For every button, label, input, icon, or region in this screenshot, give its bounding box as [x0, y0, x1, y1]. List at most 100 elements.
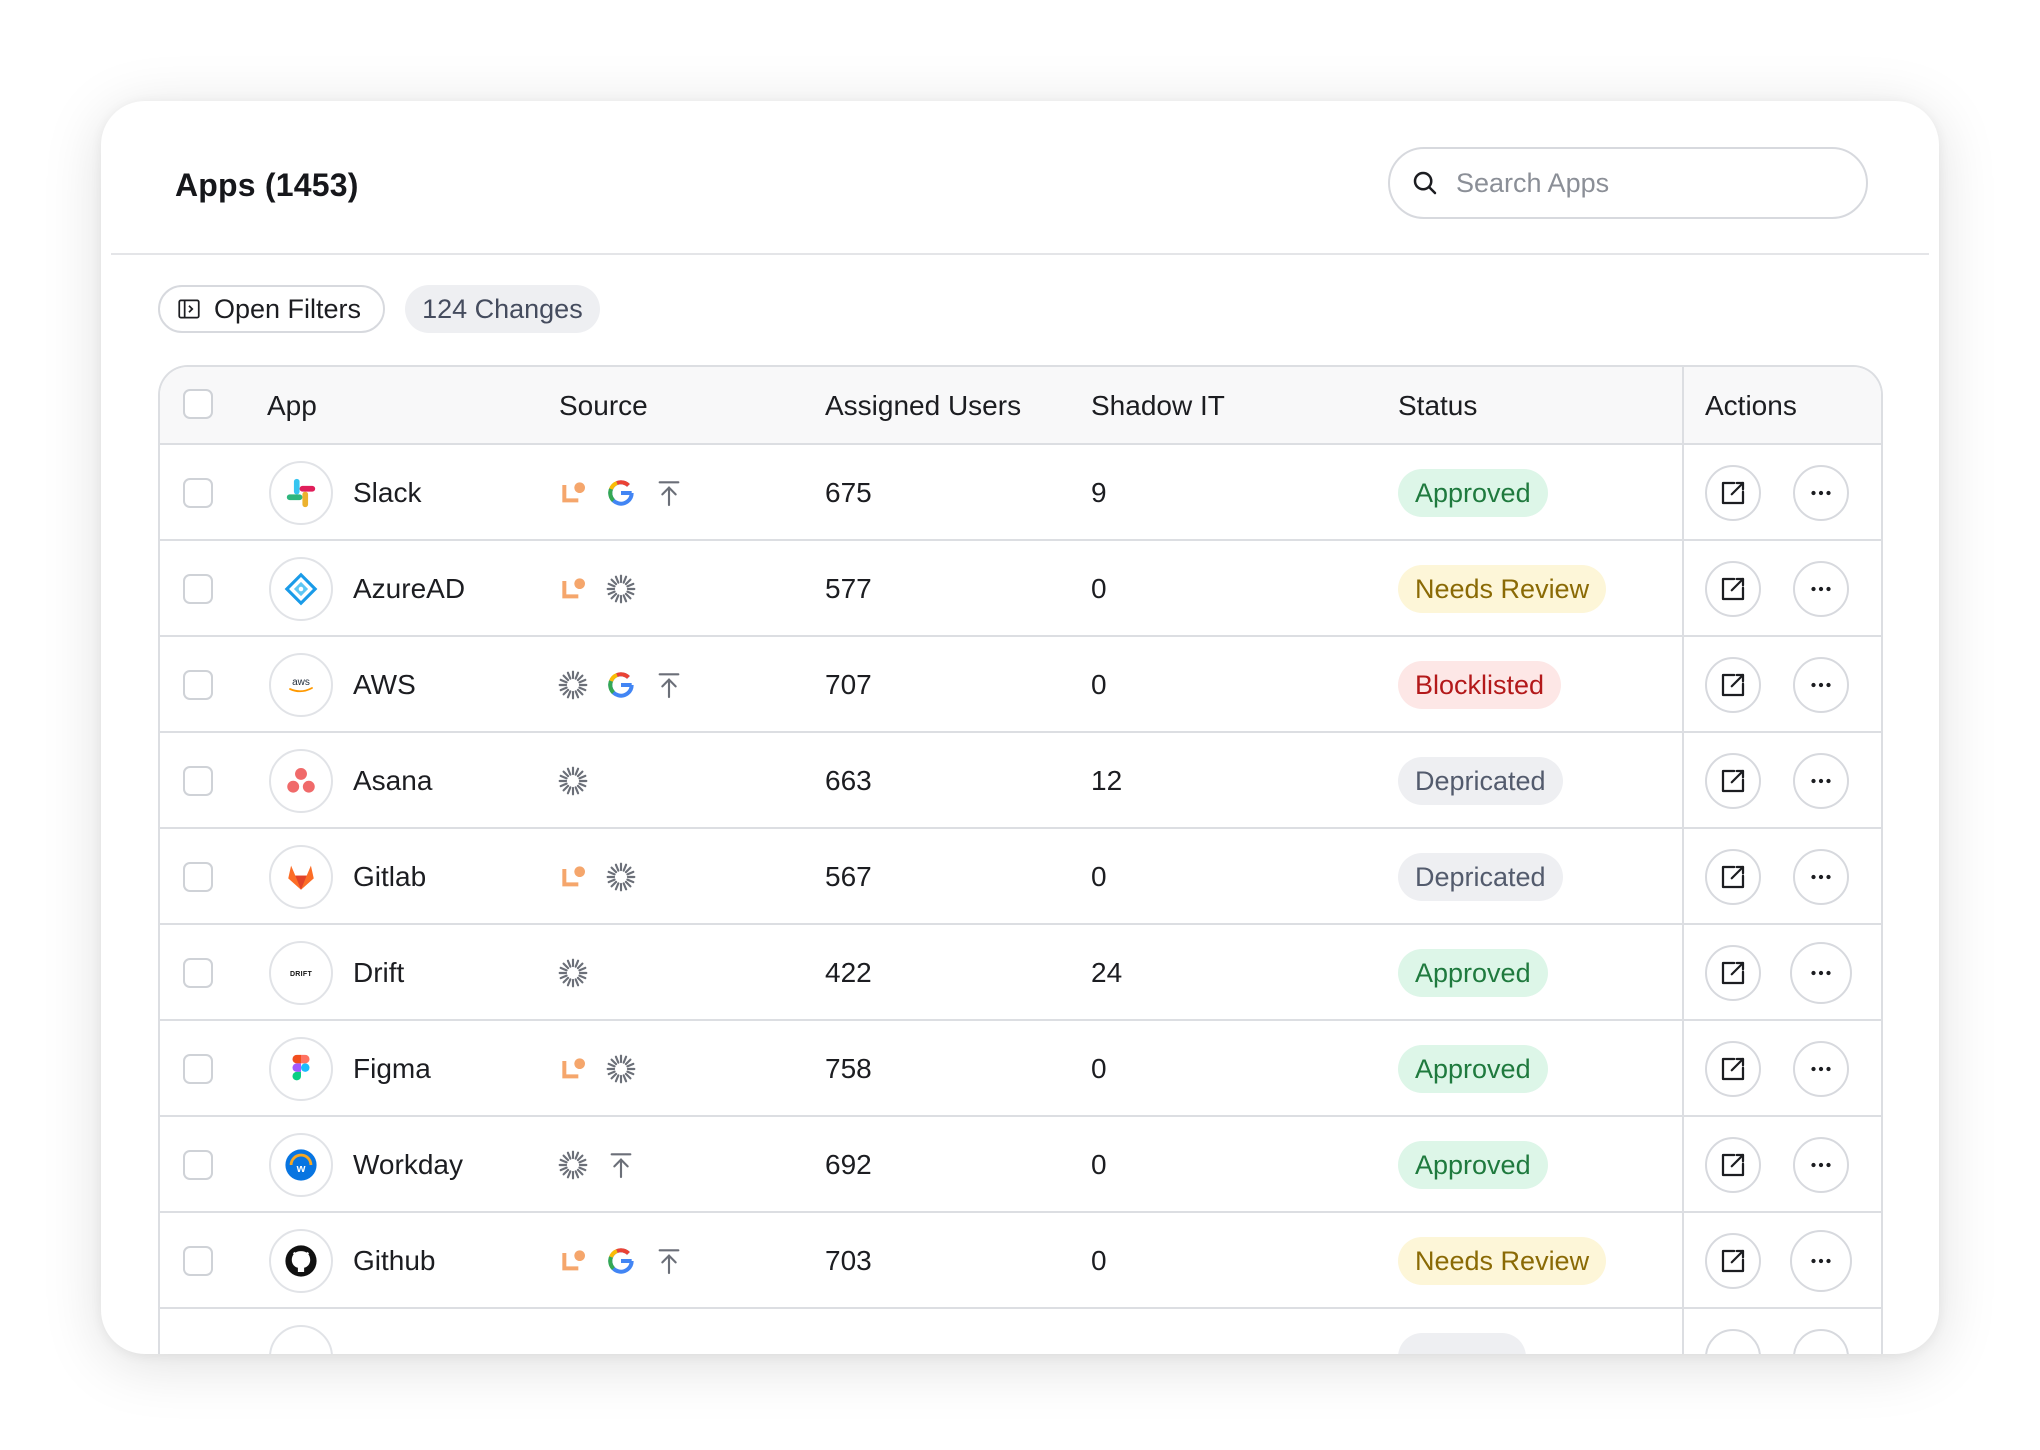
app-name[interactable]: Github	[353, 1245, 436, 1276]
app-name[interactable]: Figma	[353, 1053, 431, 1084]
upload-icon	[605, 1149, 637, 1181]
app-name[interactable]: AWS	[353, 669, 416, 700]
table-row[interactable]: AzureAD 577 0 Needs Review	[160, 541, 1881, 637]
app-name[interactable]: Workday	[353, 1149, 463, 1180]
more-icon	[1806, 1150, 1836, 1180]
app-name[interactable]: AzureAD	[353, 573, 466, 604]
status-badge: Depricated	[1398, 853, 1563, 901]
app-name[interactable]: Asana	[353, 765, 433, 796]
status-badge: Blocklisted	[1398, 661, 1562, 709]
table-row[interactable]: w Workday 692 0 Approved	[160, 1117, 1881, 1213]
row-checkbox[interactable]	[183, 958, 213, 988]
row-checkbox[interactable]	[183, 670, 213, 700]
table-row-partial	[160, 1309, 1881, 1354]
lumos-icon	[557, 1053, 589, 1085]
azuread-logo	[269, 557, 333, 621]
more-actions-button[interactable]	[1793, 561, 1849, 617]
table-row[interactable]: Github 703 0 Needs Review	[160, 1213, 1881, 1309]
more-actions-button[interactable]	[1790, 942, 1852, 1004]
row-checkbox[interactable]	[183, 478, 213, 508]
external-link-icon	[1718, 574, 1748, 604]
google-icon	[605, 669, 637, 701]
column-header-assigned-users[interactable]: Assigned Users	[825, 390, 1022, 421]
row-checkbox[interactable]	[183, 1150, 213, 1180]
assigned-users-value: 675	[825, 477, 872, 508]
search-input[interactable]	[1456, 167, 1836, 199]
changes-chip[interactable]: 124 Changes	[405, 285, 600, 333]
svg-text:aws: aws	[292, 677, 310, 688]
card-header: Apps (1453)	[111, 101, 1929, 255]
column-header-status[interactable]: Status	[1398, 390, 1478, 421]
source-icons	[557, 637, 685, 733]
assigned-users-value: 422	[825, 957, 872, 988]
more-actions-button[interactable]	[1793, 465, 1849, 521]
shadow-it-value: 9	[1091, 477, 1107, 508]
table-row[interactable]: Gitlab 567 0 Depricated	[160, 829, 1881, 925]
open-app-button[interactable]	[1705, 753, 1761, 809]
more-actions-button[interactable]	[1793, 657, 1849, 713]
google-icon	[605, 477, 637, 509]
column-header-source[interactable]: Source	[559, 390, 648, 421]
open-app-button[interactable]	[1705, 1233, 1761, 1289]
open-app-button[interactable]	[1705, 561, 1761, 617]
column-header-app[interactable]: App	[267, 390, 317, 421]
source-icons	[557, 733, 589, 829]
shadow-it-value: 0	[1091, 1245, 1107, 1276]
table-row[interactable]: aws AWS 707 0 Blocklisted	[160, 637, 1881, 733]
open-app-button[interactable]	[1705, 1329, 1761, 1354]
external-link-icon	[1718, 1246, 1748, 1276]
open-app-button[interactable]	[1705, 1137, 1761, 1193]
assigned-users-value: 703	[825, 1245, 872, 1276]
shadow-it-value: 24	[1091, 957, 1123, 988]
app-name[interactable]: Slack	[353, 477, 422, 508]
row-checkbox[interactable]	[183, 862, 213, 892]
table-row[interactable]: Figma 758 0 Approved	[160, 1021, 1881, 1117]
open-filters-button[interactable]: Open Filters	[158, 285, 386, 333]
shadow-it-value: 12	[1091, 765, 1123, 796]
assigned-users-value: 567	[825, 861, 872, 892]
open-filters-label: Open Filters	[214, 293, 362, 324]
more-actions-button[interactable]	[1793, 1137, 1849, 1193]
app-name[interactable]: Gitlab	[353, 861, 427, 892]
upload-icon	[653, 669, 685, 701]
gitlab-logo	[269, 845, 333, 909]
select-all-checkbox[interactable]	[183, 389, 213, 419]
workday-logo: w	[269, 1133, 333, 1197]
more-actions-button[interactable]	[1793, 1041, 1849, 1097]
source-icons	[557, 1021, 637, 1117]
more-actions-button[interactable]	[1793, 1329, 1849, 1354]
open-app-button[interactable]	[1705, 945, 1761, 1001]
source-icons	[557, 1213, 685, 1309]
upload-icon	[653, 1245, 685, 1277]
column-header-shadow-it[interactable]: Shadow IT	[1091, 390, 1225, 421]
table-row[interactable]: Slack 675 9 Approved	[160, 445, 1881, 541]
table-row[interactable]: DRIFT Drift 422 24 Approved	[160, 925, 1881, 1021]
search-box[interactable]	[1388, 147, 1868, 219]
open-app-button[interactable]	[1705, 465, 1761, 521]
table-row[interactable]: Asana 663 12 Depricated	[160, 733, 1881, 829]
open-app-button[interactable]	[1705, 657, 1761, 713]
more-actions-button[interactable]	[1793, 849, 1849, 905]
shadow-it-value: 0	[1091, 573, 1107, 604]
more-actions-button[interactable]	[1793, 753, 1849, 809]
row-checkbox[interactable]	[183, 1054, 213, 1084]
row-checkbox[interactable]	[183, 574, 213, 604]
status-badge: Approved	[1398, 1141, 1548, 1189]
row-checkbox[interactable]	[183, 766, 213, 796]
open-app-button[interactable]	[1705, 1041, 1761, 1097]
slack-logo	[269, 461, 333, 525]
external-link-icon	[1718, 766, 1748, 796]
shadow-it-value: 0	[1091, 669, 1107, 700]
app-name[interactable]: Drift	[353, 957, 405, 988]
row-checkbox[interactable]	[183, 1246, 213, 1276]
filter-panel-icon	[178, 299, 200, 319]
sync-icon	[557, 1149, 589, 1181]
sync-icon	[605, 861, 637, 893]
open-app-button[interactable]	[1705, 849, 1761, 905]
more-icon	[1806, 766, 1836, 796]
assigned-users-value: 692	[825, 1149, 872, 1180]
drift-logo: DRIFT	[269, 941, 333, 1005]
more-actions-button[interactable]	[1790, 1230, 1852, 1292]
toolbar: Open Filters 124 Changes	[158, 285, 600, 333]
asana-logo	[269, 749, 333, 813]
